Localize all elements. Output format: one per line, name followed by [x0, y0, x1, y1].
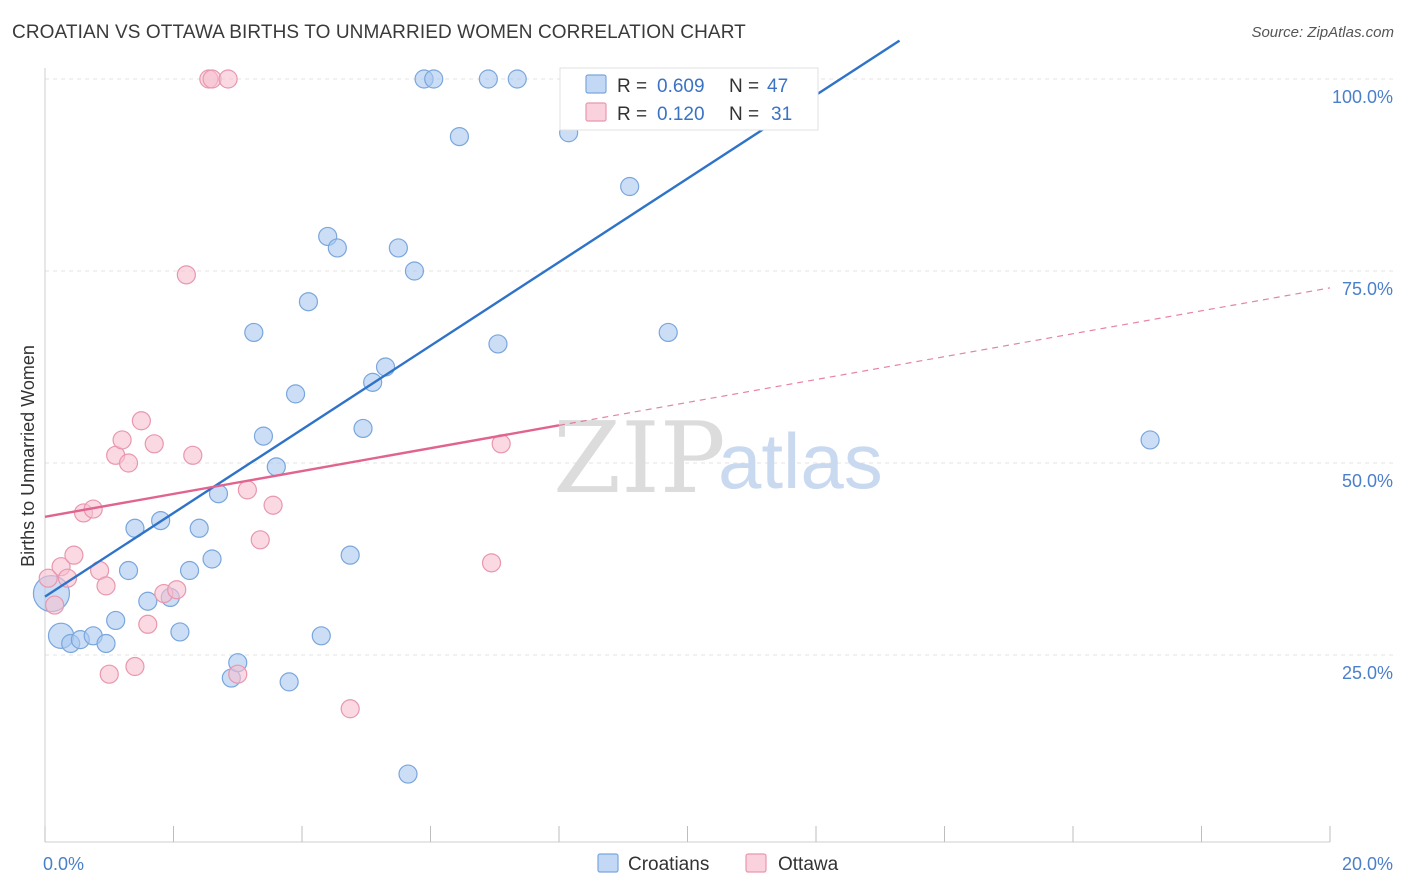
ottawa-point	[263, 495, 283, 515]
croatians-point	[658, 322, 678, 343]
stats-n-label: N =	[729, 76, 759, 97]
ottawa-point	[45, 595, 65, 615]
legend-label-croatians: Croatians	[628, 854, 709, 875]
croatians-point	[106, 610, 126, 631]
ottawa-point	[38, 568, 58, 588]
stats-r-value: 0.609	[657, 76, 705, 97]
y-axis-label: Births to Unmarried Women	[18, 345, 38, 567]
stats-legend-box: R = 0.609 N = 47 R = 0.120 N = 31	[559, 67, 819, 131]
croatians-point	[298, 292, 319, 312]
croatians-point	[507, 69, 527, 89]
croatians-point	[279, 672, 299, 692]
stats-r-label: R =	[617, 76, 647, 97]
chart-title: CROATIAN VS OTTAWA BIRTHS TO UNMARRIED W…	[12, 22, 746, 43]
stats-n-value: 31	[771, 104, 792, 125]
legend-swatch-ottawa	[745, 853, 767, 873]
croatians-point	[189, 518, 209, 538]
croatians-point	[244, 322, 264, 343]
croatians-point	[311, 626, 331, 646]
ottawa-point	[167, 580, 187, 600]
ottawa-trend-extension	[558, 287, 1331, 426]
croatians-trend-line	[44, 39, 901, 598]
ottawa-point	[112, 430, 132, 450]
watermark-zip: ZIP	[553, 402, 726, 516]
watermark: ZIP atlas	[553, 402, 883, 516]
croatians-point	[253, 426, 274, 446]
ottawa-point	[125, 656, 145, 677]
ottawa-point	[237, 480, 257, 500]
stats-r-label: R =	[617, 104, 647, 125]
croatians-point	[96, 633, 116, 654]
croatians-point	[388, 238, 408, 258]
ottawa-point	[144, 434, 164, 454]
ottawa-point	[218, 69, 238, 89]
stats-legend-swatch-ottawa	[585, 102, 607, 122]
stats-r-value: 0.120	[657, 104, 705, 125]
watermark-atlas: atlas	[718, 417, 883, 505]
croatians-point	[398, 764, 418, 784]
axes-layer: 25.0% 50.0% 75.0% 100.0% 0.0% 20.0%	[43, 68, 1393, 874]
croatians-point	[179, 560, 200, 581]
ottawa-point	[228, 664, 248, 684]
x-tick-label: 0.0%	[43, 854, 84, 874]
croatians-point	[285, 384, 306, 404]
ottawa-point	[96, 576, 116, 596]
ottawa-point	[176, 265, 196, 285]
croatians-point	[118, 560, 139, 581]
ottawa-point	[131, 411, 151, 431]
ottawa-point	[64, 545, 84, 565]
croatians-point	[1140, 430, 1160, 450]
croatians-point	[620, 176, 640, 197]
croatians-point	[449, 127, 470, 147]
ottawa-point	[202, 69, 222, 89]
bottom-legend: Croatians Ottawa	[597, 853, 839, 875]
croatians-point	[488, 334, 508, 354]
stats-legend-swatch-croatians	[585, 74, 607, 94]
source-credit: Source: ZipAtlas.com	[1251, 24, 1394, 41]
croatians-point	[138, 591, 158, 611]
legend-swatch-croatians	[597, 853, 619, 873]
y-tick-label: 25.0%	[1342, 663, 1393, 683]
ottawa-point	[99, 664, 119, 684]
y-tick-label: 75.0%	[1342, 279, 1393, 299]
ottawa-point	[183, 445, 203, 465]
croatians-point	[404, 261, 425, 281]
croatians-point	[353, 418, 373, 439]
ottawa-point	[250, 530, 270, 550]
y-tick-label: 50.0%	[1342, 471, 1393, 491]
legend-label-ottawa: Ottawa	[778, 854, 839, 875]
y-tick-label: 100.0%	[1332, 87, 1393, 107]
ottawa-trend-line	[44, 424, 560, 518]
croatians-point	[424, 69, 444, 89]
croatians-point	[170, 622, 190, 642]
croatians-point	[266, 457, 286, 477]
grid-layer	[45, 78, 1395, 656]
croatians-point	[340, 545, 360, 565]
ottawa-point	[57, 568, 78, 588]
stats-n-value: 47	[767, 76, 788, 97]
croatians-point	[202, 549, 222, 569]
ottawa-point	[340, 699, 360, 719]
croatians-point	[478, 69, 498, 89]
croatians-point	[375, 357, 396, 377]
x-tick-label: 20.0%	[1342, 854, 1393, 874]
ottawa-point	[138, 614, 158, 634]
ottawa-point	[118, 453, 139, 473]
ottawa-point	[481, 553, 502, 573]
trend-layer	[44, 39, 1331, 598]
stats-n-label: N =	[729, 104, 759, 125]
croatians-point	[327, 238, 347, 258]
